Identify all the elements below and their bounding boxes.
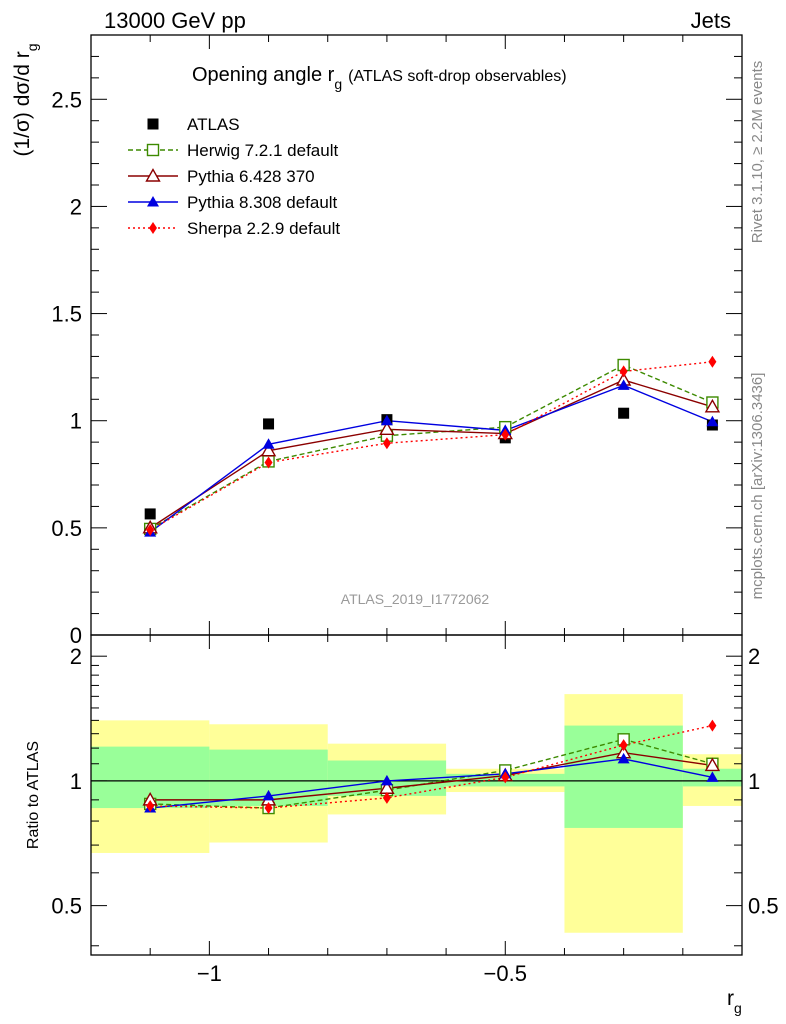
ratio-uncertainty-bands [91, 694, 742, 933]
point-sherpa-2-2-9-default-0 [146, 524, 155, 536]
main-series-markers [142, 355, 721, 537]
legend-label-pythia-6-428-370: Pythia 6.428 370 [187, 167, 315, 186]
ratio-line-pythia-6-428-370 [150, 751, 713, 801]
legend-marker-pythia-6-428-370 [145, 168, 161, 182]
svg-text:Rivet 3.1.10, ≥ 2.2M events: Rivet 3.1.10, ≥ 2.2M events [749, 61, 766, 244]
ratio-y-tick-label-right-0: 0.5 [748, 894, 779, 919]
ratio-point-pythia-8-308-default-1 [262, 789, 275, 801]
point-sherpa-2-2-9-default-4 [619, 365, 628, 378]
legend-marker-pythia-8-308-default [147, 196, 159, 207]
ratio-y-tick-label-right-2: 2 [748, 644, 760, 669]
series-line-sherpa-2-2-9-default [149, 361, 713, 531]
y-tick-label-1: 0.5 [51, 516, 82, 541]
point-pythia-8-308-default-2 [380, 414, 393, 426]
legend-label-pythia-8-308-default: Pythia 8.308 default [187, 193, 338, 212]
point-atlas-1 [263, 418, 275, 430]
point-sherpa-2-2-9-default-3 [501, 428, 510, 441]
ratio-point-sherpa-2-2-9-default-2 [382, 791, 391, 804]
side-label-rivet: Rivet 3.1.10, ≥ 2.2M events [749, 61, 766, 244]
ratio-y-tick-label-left-2: 2 [70, 644, 82, 669]
point-sherpa-2-2-9-default-5 [708, 355, 717, 368]
watermark: ATLAS_2019_I1772062 [341, 591, 490, 607]
ratio-y-tick-label-left-1: 1 [70, 769, 82, 794]
series-line-pythia-6-428-370 [149, 379, 713, 529]
point-pythia-6-428-370-5 [704, 398, 721, 413]
x-tick-label-1: −0.5 [484, 961, 527, 986]
x-axis-label: rg [727, 987, 742, 1016]
legend: ATLAS Herwig 7.2.1 default Pythia 6.428 37… [128, 115, 340, 238]
y-tick-label-2: 1 [70, 409, 82, 434]
legend-marker-atlas [147, 118, 159, 130]
point-sherpa-2-2-9-default-2 [382, 437, 391, 450]
chart-title: Opening angle rg (ATLAS soft-drop observa… [192, 64, 567, 92]
ratio-point-sherpa-2-2-9-default-0 [146, 799, 155, 812]
ratio-series-markers [142, 719, 721, 815]
ratio-line-pythia-8-308-default [150, 758, 713, 809]
legend-label-sherpa-2-2-9-default: Sherpa 2.2.9 default [187, 219, 340, 238]
header-right: Jets [691, 8, 731, 33]
legend-label-herwig-7-2-1-default: Herwig 7.2.1 default [187, 141, 338, 160]
ratio-point-pythia-6-428-370-5 [704, 757, 721, 772]
ratio-panel-frame [90, 634, 743, 956]
point-pythia-8-308-default-4 [617, 379, 630, 390]
svg-text:mcplots.cern.ch [arXiv:1306.34: mcplots.cern.ch [arXiv:1306.3436] [749, 373, 766, 600]
legend-marker-herwig-7-2-1-default [146, 143, 160, 157]
ratio-point-pythia-8-308-default-5 [706, 771, 719, 782]
point-sherpa-2-2-9-default-1 [264, 456, 273, 469]
ratio-line-sherpa-2-2-9-default [150, 724, 713, 809]
series-line-pythia-8-308-default [149, 384, 713, 533]
y-tick-label-5: 2.5 [51, 87, 82, 112]
main-series-lines [149, 361, 713, 533]
y-tick-label-3: 1.5 [51, 302, 82, 327]
ratio-point-pythia-8-308-default-2 [380, 774, 393, 786]
ratio-line-herwig-7-2-1-default [150, 738, 713, 809]
axis-ticks: −1 −0.5 0 0.5 1 1.5 2 2.5 0.5 0.5 1 1 2 2 [51, 34, 779, 986]
point-pythia-6-428-370-2 [379, 421, 395, 435]
ratio-point-sherpa-2-2-9-default-4 [619, 739, 628, 752]
ratio-y-tick-label-left-0: 0.5 [51, 894, 82, 919]
ratio-y-axis-label: Ratio to ATLAS [25, 741, 42, 849]
ratio-y-tick-label-right-1: 1 [748, 769, 760, 794]
ratio-point-sherpa-2-2-9-default-1 [264, 802, 273, 815]
y-tick-label-4: 2 [70, 194, 82, 219]
svg-text:(1/σ) dσ/d rg: (1/σ) dσ/d rg [11, 43, 40, 156]
header-left: 13000 GeV pp [104, 8, 246, 33]
legend-marker-sherpa-2-2-9-default [149, 222, 157, 234]
point-pythia-6-428-370-1 [260, 442, 277, 457]
legend-label-atlas: ATLAS [187, 115, 240, 134]
svg-text:Ratio to ATLAS: Ratio to ATLAS [25, 741, 42, 849]
x-tick-label-0: −1 [197, 961, 222, 986]
point-atlas-0 [144, 508, 156, 520]
ratio-point-pythia-8-308-default-4 [617, 752, 630, 764]
point-pythia-8-308-default-5 [706, 415, 719, 427]
ratio-point-sherpa-2-2-9-default-5 [708, 719, 717, 732]
y-axis-label: (1/σ) dσ/d rg [11, 43, 40, 156]
y-tick-label-0: 0 [70, 623, 82, 648]
point-atlas-4 [618, 407, 630, 419]
ratio-series-lines [150, 724, 713, 809]
point-pythia-8-308-default-1 [262, 438, 275, 449]
ratio-point-sherpa-2-2-9-default-3 [501, 771, 510, 784]
side-label-mcplots: mcplots.cern.ch [arXiv:1306.3436] [749, 373, 766, 600]
